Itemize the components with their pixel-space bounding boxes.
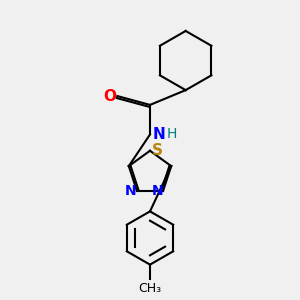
Text: N: N — [152, 127, 165, 142]
Text: N: N — [125, 184, 137, 198]
Text: H: H — [167, 128, 178, 142]
Text: O: O — [103, 88, 116, 104]
Text: CH₃: CH₃ — [138, 282, 162, 296]
Text: N: N — [151, 184, 163, 198]
Text: S: S — [152, 143, 163, 158]
